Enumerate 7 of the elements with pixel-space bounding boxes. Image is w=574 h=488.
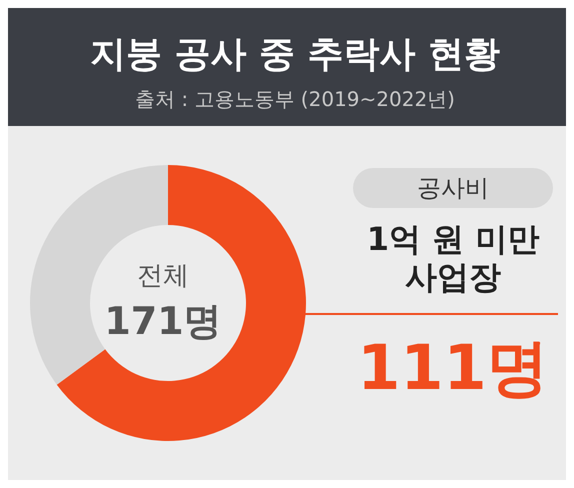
data-label: 111명 xyxy=(356,330,550,406)
chart-title: 지붕 공사 중 추락사 현황 xyxy=(88,33,502,77)
text: 전체 xyxy=(136,260,190,293)
slice-label: 공사비 1억 원 미만 사업장 xyxy=(366,173,540,296)
chart-subtitle: 출처 : 고용노동부 (2019~2022년) xyxy=(134,86,456,113)
text: 171명 xyxy=(103,298,223,345)
donut-slice xyxy=(56,165,306,441)
